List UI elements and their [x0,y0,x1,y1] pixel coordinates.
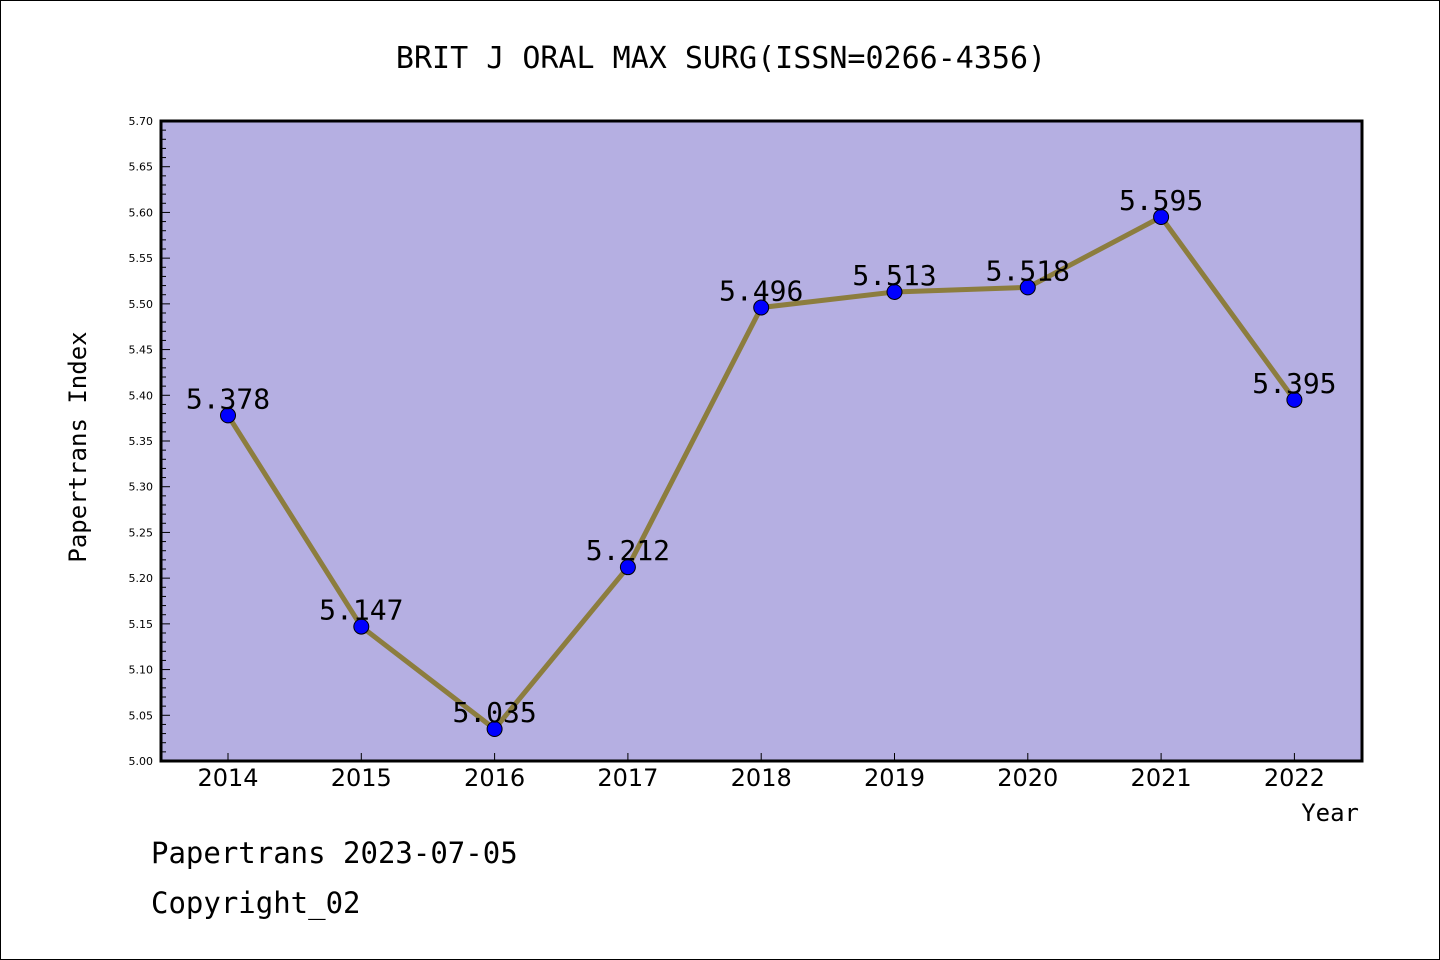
data-label: 5.518 [986,254,1070,287]
data-label: 5.212 [586,534,670,567]
data-label: 5.595 [1119,184,1203,217]
y-tick-label: 5.50 [129,298,154,311]
data-point [619,559,636,576]
data-point [1286,391,1303,408]
y-tick-label: 5.60 [129,206,154,219]
footer-copyright: Copyright_02 [151,886,361,920]
x-tick-label: 2016 [464,764,525,792]
x-tick-label: 2014 [197,764,258,792]
data-point [753,299,770,316]
y-tick-label: 5.30 [129,481,154,494]
x-tick-label: 2018 [731,764,792,792]
data-point [486,721,503,737]
data-label: 5.147 [319,594,403,627]
plot-area [161,121,1362,761]
x-tick-label: 2021 [1131,764,1192,792]
x-tick-label: 2019 [864,764,925,792]
data-labels: 5.378 5.147 5.035 5.212 5.496 5.513 5.518 5.595… [186,184,1337,729]
data-label: 5.496 [719,275,803,308]
x-axis-label: Year [1301,799,1359,827]
data-markers [220,209,1303,737]
data-label: 5.513 [852,259,936,292]
data-label: 5.035 [452,696,536,729]
y-tick-label: 5.05 [129,709,154,722]
x-tick-label: 2017 [597,764,658,792]
data-label: 5.395 [1252,367,1336,400]
x-tick-label: 2022 [1264,764,1325,792]
chart-title: BRIT J ORAL MAX SURG(ISSN=0266-4356) [396,41,1046,76]
x-tick-label: 2020 [997,764,1058,792]
y-tick-label: 5.65 [129,161,154,174]
y-axis-label: Papertrans Index [64,331,92,562]
y-tick-label: 5.45 [129,344,154,357]
y-tick-label: 5.10 [129,664,154,677]
y-tick-label: 5.35 [129,435,154,448]
y-tick-label: 5.25 [129,526,154,539]
y-axis: 5.00 5.05 5.10 5.15 5.20 5.25 5.30 5.35 5.40 5.45… [129,115,170,768]
data-label: 5.378 [186,382,270,415]
plot-frame [159,119,1364,763]
footer-date: Papertrans 2023-07-05 [151,836,518,870]
data-point [220,407,236,424]
data-point [353,618,370,635]
data-point [1153,209,1170,225]
y-tick-label: 5.40 [129,389,154,402]
y-tick-label: 5.55 [129,252,154,265]
y-tick-label: 5.70 [129,115,154,128]
x-axis: 2014 2015 2016 2017 2018 2019 2020 2021 2022 [197,753,1325,792]
y-tick-label: 5.20 [129,572,154,585]
data-point [1019,279,1036,296]
x-tick-label: 2015 [331,764,392,792]
y-tick-label: 5.15 [129,618,154,631]
y-tick-label: 5.00 [129,755,154,768]
data-point [886,283,903,300]
